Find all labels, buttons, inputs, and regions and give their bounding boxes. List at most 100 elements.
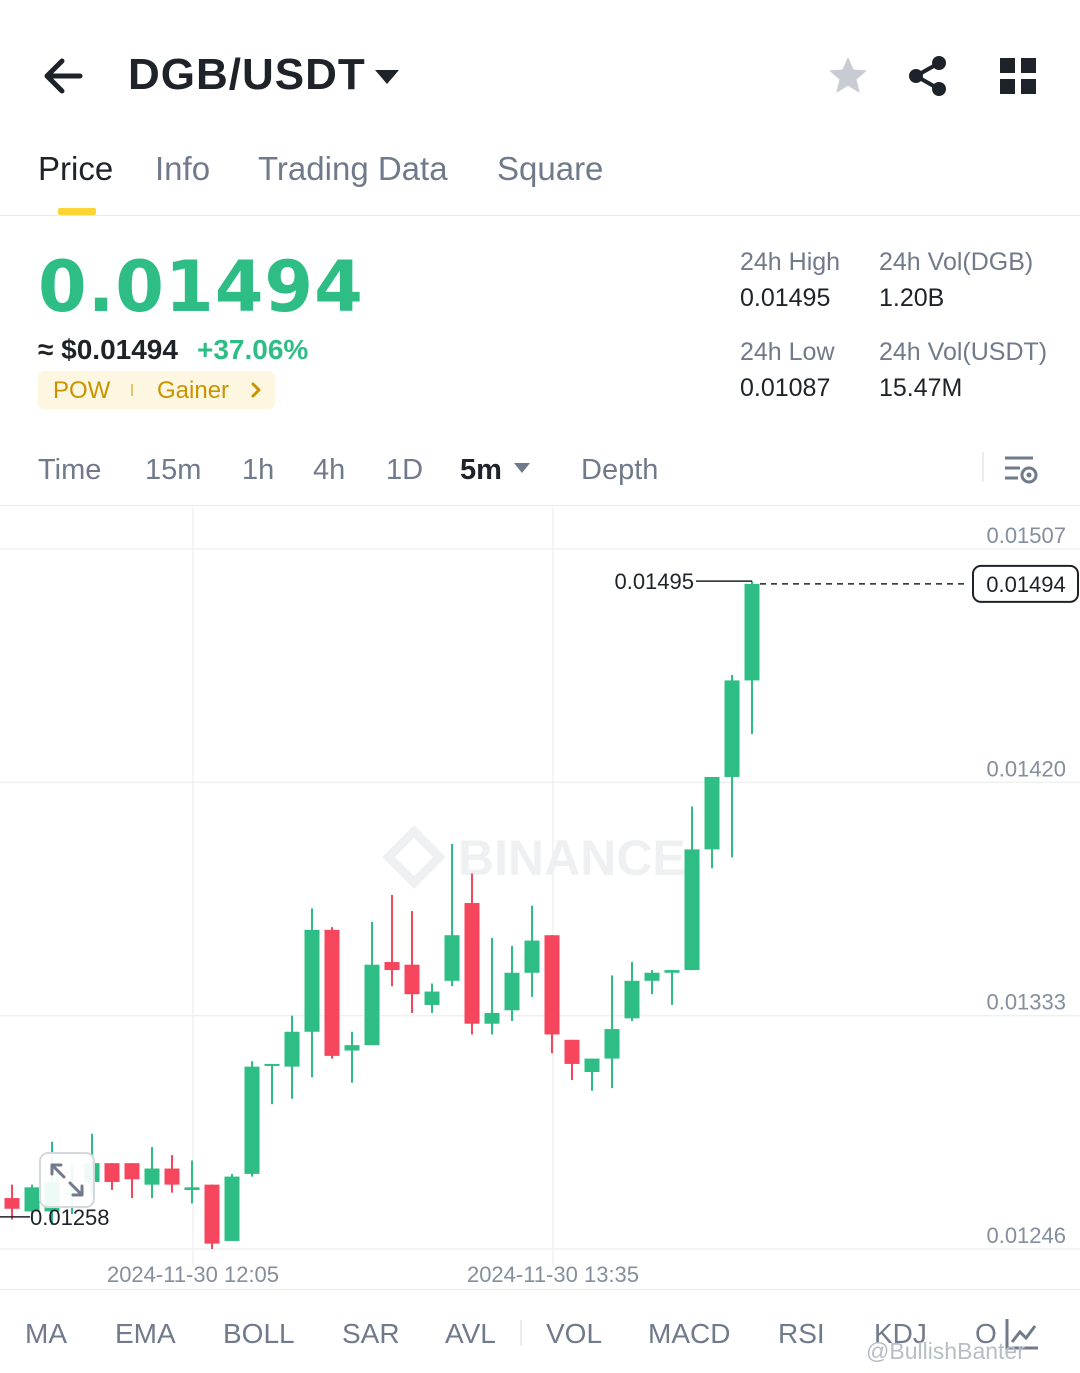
candle bbox=[324, 927, 340, 1059]
interval-1h[interactable]: 1h bbox=[242, 454, 275, 486]
interval-15m[interactable]: 15m bbox=[145, 454, 202, 486]
indicator-more[interactable]: O bbox=[975, 1318, 997, 1349]
price-axis: 0.01507 0.01420 0.01333 0.01246 bbox=[986, 523, 1066, 1248]
interval-divider bbox=[982, 452, 984, 482]
candle-body bbox=[204, 1184, 220, 1244]
candle bbox=[4, 1184, 20, 1220]
price-change-percent: +37.06% bbox=[197, 334, 309, 365]
candle bbox=[224, 1173, 240, 1241]
price-axis-label: 0.01333 bbox=[986, 990, 1066, 1015]
indicator-ema[interactable]: EMA bbox=[115, 1318, 176, 1349]
candle-body bbox=[644, 972, 660, 981]
candle bbox=[284, 1015, 300, 1099]
expand-chart-button[interactable] bbox=[39, 1152, 95, 1208]
tab-price[interactable]: Price bbox=[38, 150, 114, 187]
candle bbox=[704, 776, 720, 869]
candle bbox=[504, 945, 520, 1022]
chart-settings-icon[interactable] bbox=[1000, 450, 1040, 490]
expand-button-bg[interactable] bbox=[39, 1152, 95, 1208]
candle bbox=[624, 962, 640, 1022]
indicator-macd[interactable]: MACD bbox=[648, 1318, 731, 1349]
candle-body bbox=[604, 1029, 620, 1059]
share-icon[interactable] bbox=[906, 54, 950, 98]
candle-body bbox=[504, 972, 520, 1011]
low-marker-label: 0.01258 bbox=[30, 1205, 110, 1230]
interval-4h[interactable]: 4h bbox=[313, 454, 346, 486]
interval-time[interactable]: Time bbox=[38, 454, 102, 486]
stat-high-label: 24h High bbox=[740, 248, 841, 276]
candle-body bbox=[584, 1058, 600, 1072]
candle bbox=[144, 1147, 160, 1199]
grid-icon[interactable] bbox=[996, 54, 1040, 98]
back-arrow-icon[interactable] bbox=[36, 48, 92, 104]
candle-body bbox=[544, 935, 560, 1035]
candle-body bbox=[484, 1012, 500, 1024]
candle bbox=[744, 581, 760, 735]
indicator-ma[interactable]: MA bbox=[25, 1318, 67, 1349]
indicator-rsi[interactable]: RSI bbox=[778, 1318, 825, 1349]
tag-gainer[interactable]: Gainer bbox=[157, 377, 230, 404]
caret-down-icon[interactable] bbox=[512, 460, 532, 476]
candle bbox=[124, 1163, 140, 1199]
star-icon[interactable] bbox=[826, 54, 870, 98]
chevron-right-icon[interactable] bbox=[248, 380, 264, 400]
candle bbox=[104, 1163, 120, 1190]
candle bbox=[664, 970, 680, 1005]
pair-title[interactable]: DGB/USDT bbox=[128, 50, 366, 99]
watermark-handle: @BullishBanter bbox=[866, 1338, 1025, 1364]
candle-body bbox=[304, 929, 320, 1032]
indicator-avl[interactable]: AVL bbox=[445, 1318, 496, 1349]
candle-body bbox=[224, 1176, 240, 1241]
candle-body bbox=[4, 1198, 20, 1209]
candle-body bbox=[704, 776, 720, 850]
candle-body bbox=[164, 1168, 180, 1185]
candle-body bbox=[444, 935, 460, 981]
tag-row[interactable]: POW Gainer bbox=[38, 371, 275, 409]
candle bbox=[344, 1031, 360, 1083]
candle bbox=[264, 1063, 280, 1105]
candlestick-chart[interactable]: BINANCE 0.01507 0.01420 0.01333 0.01246 202… bbox=[0, 507, 1080, 1289]
time-axis-label: 2024-11-30 12:05 bbox=[107, 1262, 279, 1287]
indicator-vol[interactable]: VOL bbox=[546, 1318, 603, 1349]
tab-trading-data[interactable]: Trading Data bbox=[258, 150, 448, 187]
indicator-divider bbox=[520, 1320, 522, 1346]
candle-body bbox=[684, 849, 700, 971]
interval-depth[interactable]: Depth bbox=[581, 454, 659, 486]
indicator-kdj[interactable]: KDJ bbox=[874, 1318, 927, 1349]
candle bbox=[584, 1058, 600, 1091]
candle-body bbox=[724, 680, 740, 777]
interval-1d[interactable]: 1D bbox=[386, 454, 424, 486]
price-axis-label: 0.01420 bbox=[986, 756, 1066, 781]
tag-pow[interactable]: POW bbox=[53, 377, 111, 404]
current-price-label: 0.01494 bbox=[986, 572, 1066, 597]
tag-separator bbox=[131, 384, 133, 396]
indicator-chart-icon[interactable] bbox=[1002, 1314, 1042, 1354]
indicator-sar[interactable]: SAR bbox=[342, 1318, 400, 1349]
tab-info[interactable]: Info bbox=[155, 150, 211, 187]
candle bbox=[304, 908, 320, 1078]
chart-grid bbox=[0, 507, 1080, 1267]
candle bbox=[404, 911, 420, 1013]
candle bbox=[544, 935, 560, 1054]
indicator-boll[interactable]: BOLL bbox=[223, 1318, 295, 1349]
candle-body bbox=[184, 1187, 200, 1190]
candle bbox=[644, 970, 660, 995]
price-axis-label: 0.01246 bbox=[986, 1223, 1066, 1248]
candle bbox=[24, 1184, 40, 1220]
interval-5m[interactable]: 5m bbox=[460, 454, 502, 486]
usd-equivalent: ≈ $0.01494 bbox=[38, 334, 178, 365]
tab-square[interactable]: Square bbox=[497, 150, 604, 187]
indicator-bar: MA EMA BOLL SAR AVL VOL MACD RSI KDJ O @… bbox=[0, 1289, 1080, 1373]
candle bbox=[164, 1155, 180, 1193]
candle bbox=[444, 844, 460, 987]
candle bbox=[684, 806, 700, 971]
candle-body bbox=[244, 1066, 260, 1174]
candle bbox=[204, 1184, 220, 1249]
candle bbox=[484, 937, 500, 1035]
chart-watermark: BINANCE bbox=[382, 825, 686, 889]
expand-icon[interactable] bbox=[50, 1163, 84, 1197]
price-axis-label: 0.01507 bbox=[986, 523, 1066, 548]
stat-vol-base-value: 1.20B bbox=[879, 284, 945, 312]
caret-down-icon[interactable] bbox=[372, 62, 402, 92]
top-header: DGB/USDT bbox=[0, 0, 1080, 130]
